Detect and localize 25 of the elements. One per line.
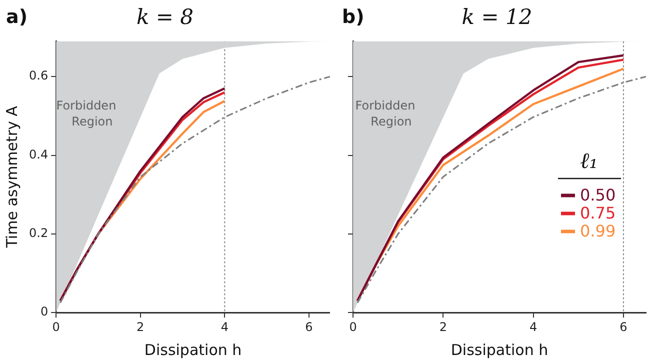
x-tick-label: 4 <box>529 320 538 334</box>
x-tick-label: 6 <box>620 320 628 334</box>
y-tick-label: 0.6 <box>28 68 48 83</box>
x-tick-label: 2 <box>136 320 144 334</box>
y-tick-label: 0.4 <box>28 147 48 162</box>
legend-label: 0.75 <box>580 204 616 223</box>
x-tick-label: 0 <box>52 320 60 334</box>
y-tick-label: 0.2 <box>28 226 48 240</box>
y-axis-title: Time asymmetry A <box>2 105 21 249</box>
legend-label: 0.99 <box>580 222 616 241</box>
x-axis-title: Dissipation h <box>450 340 548 359</box>
chart-title: k = 8 <box>136 5 194 30</box>
series-label: Forbidden Region <box>56 98 116 129</box>
legend-label: 0.50 <box>580 186 616 205</box>
y-tick-label: 0 <box>40 304 48 319</box>
x-tick-label: 4 <box>220 320 228 334</box>
text: a) <box>6 6 28 28</box>
x-tick-label: 0 <box>349 320 357 334</box>
chart-title: k = 12 <box>462 5 532 30</box>
x-tick-label: 2 <box>439 320 447 334</box>
text: b) <box>342 6 364 28</box>
x-axis-title: Dissipation h <box>144 340 242 359</box>
x-tick-label: 6 <box>305 320 313 334</box>
series-label: Forbidden Region <box>355 98 416 129</box>
legend-title: ℓ₁ <box>580 149 598 174</box>
